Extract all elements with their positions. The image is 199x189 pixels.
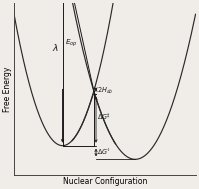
- X-axis label: Nuclear Configuration: Nuclear Configuration: [62, 177, 147, 186]
- Y-axis label: Free Energy: Free Energy: [3, 67, 13, 112]
- Text: $2H_{ab}$: $2H_{ab}$: [97, 86, 114, 96]
- Text: $\lambda$: $\lambda$: [52, 42, 59, 53]
- Text: $E_{op}$: $E_{op}$: [65, 37, 78, 49]
- Text: $\Delta G^{\circ}$: $\Delta G^{\circ}$: [97, 148, 111, 157]
- Text: $\Delta G^{\ddagger}$: $\Delta G^{\ddagger}$: [97, 111, 111, 123]
